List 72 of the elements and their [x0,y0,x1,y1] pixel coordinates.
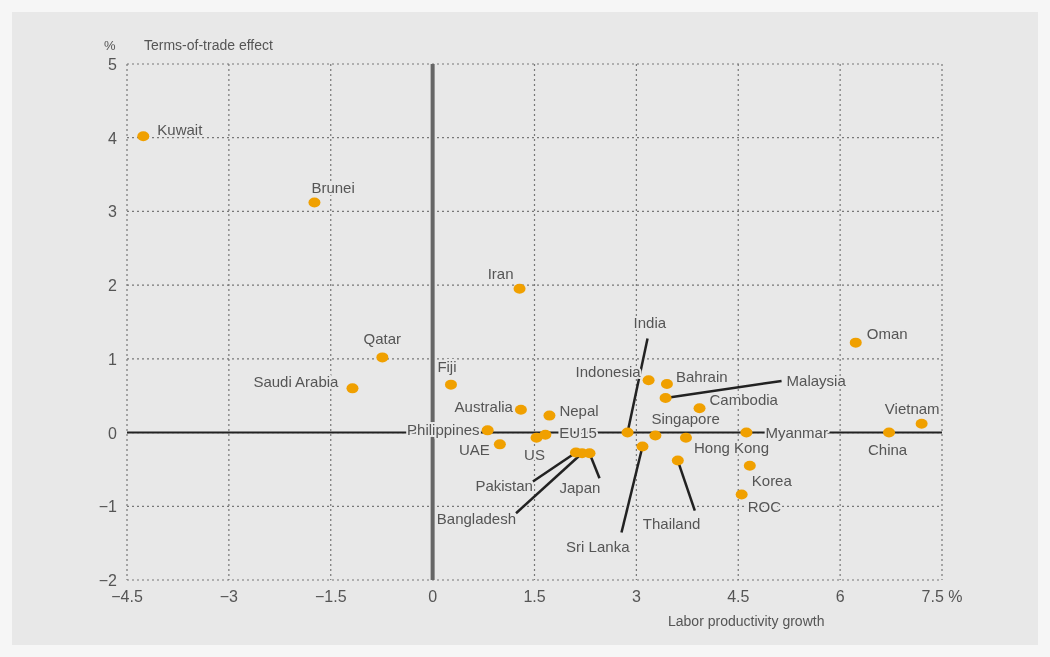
point [444,379,457,390]
point [481,425,494,436]
annotation: Pakistan [475,477,533,495]
annotation: Kuwait [157,121,204,139]
annotation: UAE [459,441,490,459]
y-tick-label: 2 [108,277,118,295]
annotation: US [524,445,545,463]
y-tick-label: 0 [108,424,118,442]
point [915,418,928,429]
point [493,439,506,450]
x-tick-label: 6 [835,588,845,605]
annotation: Australia [454,397,514,415]
point [659,392,672,403]
annotation: Hong Kong [693,438,770,456]
point [883,427,896,438]
annotation: Korea [751,471,793,489]
point [636,441,649,452]
point [660,378,673,389]
y-tick-label: 3 [108,203,118,221]
x-tick-label: −3 [219,588,239,605]
point [740,427,753,438]
point [513,283,526,294]
y-tick-label: −1 [98,498,118,516]
y-axis-title: Terms-of-trade effect [144,37,274,53]
x-tick-label: 0 [428,588,438,605]
annotation: China [868,440,908,458]
point [514,404,527,415]
x-tick-label: 1.5 [523,588,546,605]
point [649,430,662,441]
annotation: India [633,313,667,331]
annotation: Bangladesh [436,510,517,528]
point [671,455,684,466]
annotation: Sri Lanka [566,537,631,555]
point [376,352,389,363]
x-tick-label: 3 [631,588,641,605]
point [137,131,150,142]
y-tick-label: 4 [108,129,118,147]
annotation: Bahrain [675,367,728,385]
point [743,460,756,471]
annotation: Qatar [363,330,402,348]
point [621,427,634,438]
annotation: ROC [747,498,782,516]
annotation: Saudi Arabia [253,373,340,391]
annotation: Fiji [437,357,457,375]
point [642,375,655,386]
point [539,429,552,440]
point [693,403,706,414]
annotation: Thailand [642,514,701,532]
point [543,410,556,421]
point [308,197,321,208]
point [849,337,862,348]
annotation: Malaysia [786,371,847,389]
x-tick-label: −1.5 [314,588,347,605]
x-tick-label: 7.5 % [921,588,963,605]
y-tick-label: 5 [108,56,118,73]
annotation: Iran [487,264,514,282]
point [679,432,692,443]
annotation: Singapore [651,409,720,427]
x-tick-label: 4.5 [727,588,750,605]
annotation: Brunei [311,178,355,196]
x-axis-title: Labor productivity growth [668,613,825,629]
y-tick-label: −2 [98,572,118,589]
point [735,489,748,500]
annotation: Nepal [559,401,599,419]
annotation: Cambodia [709,391,779,409]
annotation: Oman [866,324,908,342]
y-tick-label: 1 [108,350,118,368]
x-tick-label: −4.5 [111,588,143,605]
point [346,383,359,394]
text: % [104,38,116,53]
annotation: Japan [559,479,601,497]
annotation: Vietnam [884,399,940,417]
